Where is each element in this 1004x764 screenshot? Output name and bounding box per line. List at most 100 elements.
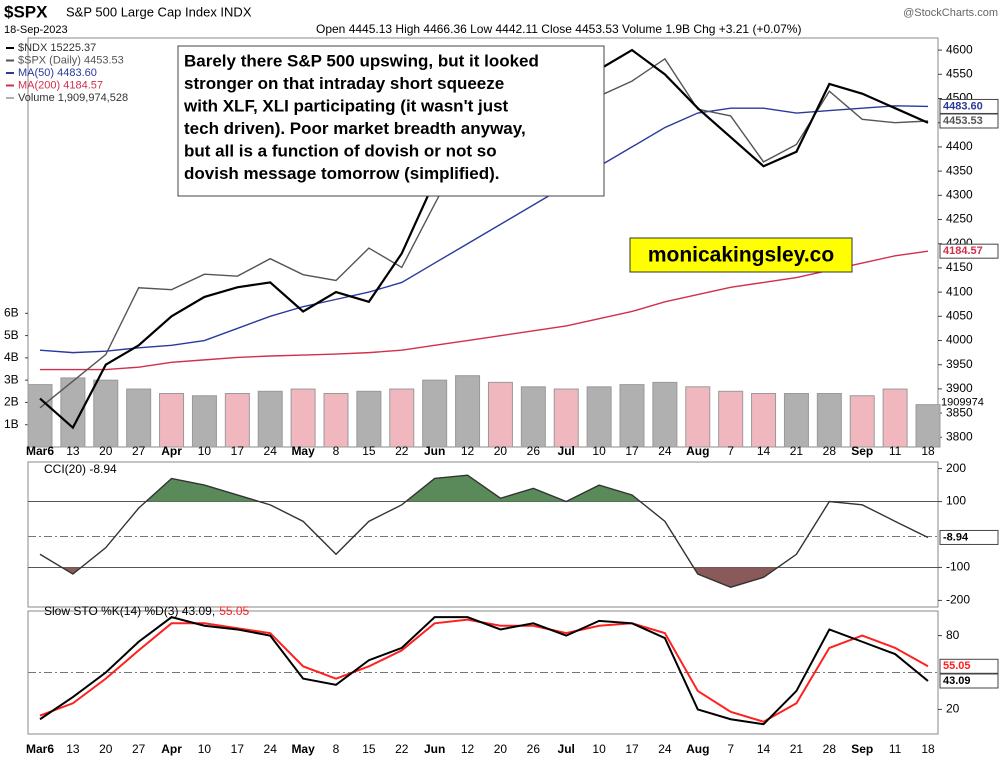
value-tag-text: 4453.53	[943, 115, 983, 127]
y-tick-label: 4000	[946, 333, 973, 347]
value-tag-text: 55.05	[943, 660, 971, 672]
x-tick-label: 10	[198, 444, 212, 458]
y-tick-label: 3950	[946, 357, 973, 371]
x-tick-label: Apr	[161, 444, 182, 458]
x-tick-label: Sep	[851, 444, 873, 458]
y-tick-label: 4550	[946, 66, 973, 80]
annotation-line: Barely there S&P 500 upswing, but it loo…	[184, 51, 539, 70]
x-tick-label: May	[291, 742, 315, 756]
value-tag-text: 4483.60	[943, 100, 983, 112]
volume-bar	[586, 386, 612, 448]
x-tick-label: Mar6	[26, 742, 54, 756]
y2-tick-label: 2B	[4, 395, 19, 409]
x-tick-label: 7	[727, 742, 734, 756]
x-tick-label: 28	[823, 444, 837, 458]
y-tick-label: 3800	[946, 429, 973, 443]
y2-tick-label: 6B	[4, 305, 19, 319]
x-tick-label: Jul	[558, 444, 575, 458]
x-tick-label: 27	[132, 742, 146, 756]
quote: Open 4445.13 High 4466.36 Low 4442.11 Cl…	[316, 22, 801, 36]
annotation-box	[177, 45, 605, 197]
y-tick-label: 4050	[946, 308, 973, 322]
x-tick-label: 24	[658, 444, 672, 458]
volume-bar	[816, 393, 842, 448]
value-tag-text: 43.09	[943, 675, 971, 687]
x-tick-label: 22	[395, 444, 409, 458]
volume-bar	[619, 384, 645, 448]
x-tick-label: 18	[921, 444, 935, 458]
y-tick-label: -100	[946, 560, 970, 574]
volume-bar	[159, 393, 185, 448]
value-tag: 4184.57	[939, 243, 999, 259]
y-tick-label: 100	[946, 494, 966, 508]
volume-bar	[652, 381, 678, 448]
value-tag: 4453.53	[939, 113, 999, 129]
x-tick-label: 17	[231, 444, 245, 458]
x-tick-label: 24	[264, 444, 278, 458]
x-tick-label: Mar6	[26, 444, 54, 458]
volume-bar	[389, 388, 415, 448]
volume-bar	[915, 404, 941, 448]
series-line	[39, 474, 929, 588]
x-tick-label: 14	[757, 742, 771, 756]
x-tick-label: 13	[66, 444, 80, 458]
y2-tick-label: 3B	[4, 372, 19, 386]
x-tick-label: May	[291, 444, 315, 458]
x-tick-label: 21	[790, 742, 804, 756]
volume-bar	[685, 386, 711, 448]
x-tick-label: 20	[494, 742, 508, 756]
x-tick-label: 20	[494, 444, 508, 458]
volume-bar	[422, 379, 448, 448]
annotation-line: but all is a function of dovish or not s…	[184, 141, 497, 160]
panel-frame	[27, 461, 939, 608]
x-tick-label: Aug	[686, 444, 709, 458]
x-tick-label: 22	[395, 742, 409, 756]
x-tick-label: 17	[231, 742, 245, 756]
value-tag-box	[939, 243, 999, 259]
series-line	[39, 616, 929, 726]
legend-label: $SPX (Daily) 4453.53	[18, 54, 124, 66]
x-tick-label: 10	[198, 742, 212, 756]
y-tick-label: -200	[946, 593, 970, 607]
x-tick-label: 8	[333, 742, 340, 756]
volume-tag: 1909974	[941, 397, 984, 409]
value-tag: 4483.60	[939, 98, 999, 114]
x-tick-label: Jul	[558, 742, 575, 756]
series-line	[39, 105, 929, 354]
x-tick-label: 27	[132, 444, 146, 458]
annotation-line: stronger on that intraday short squeeze	[184, 74, 504, 93]
volume-bar	[553, 388, 579, 448]
x-tick-label: 20	[99, 444, 113, 458]
y-tick-label: 20	[946, 702, 960, 716]
legend-label: MA(200) 4184.57	[18, 79, 103, 91]
y-tick-label: 3900	[946, 381, 973, 395]
x-tick-label: 15	[362, 444, 376, 458]
value-tag-text: 4184.57	[943, 245, 983, 257]
value-tag-text: -8.94	[943, 531, 969, 543]
watermark: monicakingsley.co	[648, 244, 834, 267]
x-tick-label: 24	[658, 742, 672, 756]
volume-bar	[520, 386, 546, 448]
y2-tick-label: 5B	[4, 328, 19, 342]
legend-label: $NDX 15225.37	[18, 42, 96, 54]
value-tag-box	[939, 98, 999, 114]
x-tick-label: 18	[921, 742, 935, 756]
symbol: $SPX	[4, 2, 48, 21]
value-tag-box	[939, 113, 999, 129]
x-tick-label: 24	[264, 742, 278, 756]
watermark-box	[629, 237, 853, 273]
annotation-line: dovish message tomorrow (simplified).	[184, 164, 500, 183]
x-tick-label: 8	[333, 444, 340, 458]
x-tick-label: 12	[461, 444, 475, 458]
symbol-name: S&P 500 Large Cap Index INDX	[66, 4, 252, 19]
x-tick-label: 12	[461, 742, 475, 756]
y-tick-label: 4150	[946, 260, 973, 274]
y-tick-label: 4400	[946, 139, 973, 153]
value-tag: 43.09	[939, 673, 999, 689]
value-tag: -8.94	[939, 529, 999, 545]
x-tick-label: 28	[823, 742, 837, 756]
legend-label: Volume 1,909,974,528	[18, 92, 128, 104]
panel-title: Slow STO %K(14) %D(3) 43.09,	[44, 604, 215, 618]
x-tick-label: Apr	[161, 742, 182, 756]
